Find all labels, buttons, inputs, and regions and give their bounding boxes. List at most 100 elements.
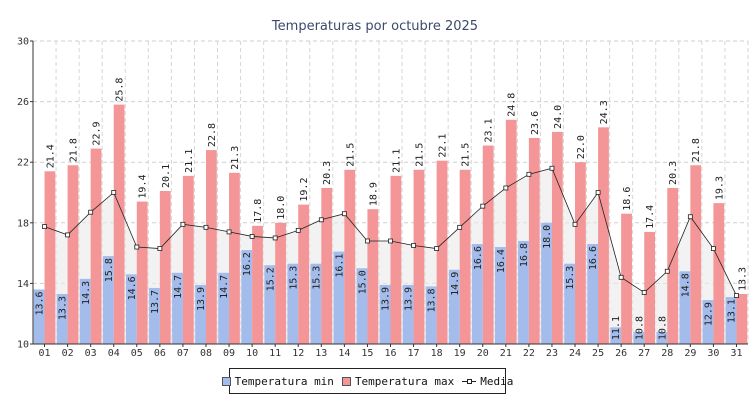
bar-max bbox=[275, 222, 286, 344]
x-tick-label: 03 bbox=[85, 348, 97, 359]
mean-marker bbox=[503, 185, 509, 191]
data-label-min: 11.1 bbox=[611, 316, 622, 340]
data-label-max: 22.1 bbox=[438, 134, 449, 158]
mean-marker bbox=[664, 268, 670, 274]
data-label-max: 21.5 bbox=[461, 143, 472, 167]
x-tick-label: 22 bbox=[523, 348, 535, 359]
x-tick-label: 01 bbox=[39, 348, 51, 359]
bar-min bbox=[541, 222, 552, 344]
legend-item-media: Media bbox=[462, 375, 513, 388]
legend-item-max: Temperatura max bbox=[341, 374, 455, 388]
data-label-max: 25.8 bbox=[115, 78, 126, 102]
data-labels: 13.6 21.4 13.3 21.8 14.3 22.9 15.8 25.8 14.6 19.4… bbox=[35, 78, 749, 341]
mean-marker bbox=[457, 224, 463, 230]
x-tick-label: 16 bbox=[384, 348, 396, 359]
mean-marker bbox=[734, 293, 739, 298]
mean-marker bbox=[595, 190, 601, 195]
bar-min bbox=[310, 263, 322, 344]
bar-min bbox=[679, 271, 691, 344]
data-label-min: 12.9 bbox=[704, 302, 715, 326]
data-label-max: 13.3 bbox=[737, 267, 748, 291]
data-label-max: 21.1 bbox=[184, 149, 195, 173]
data-label-min: 14.8 bbox=[680, 273, 691, 297]
x-tick-label: 08 bbox=[200, 348, 212, 359]
data-label-max: 21.5 bbox=[345, 143, 356, 167]
bar-max bbox=[505, 119, 517, 344]
bar-min bbox=[587, 244, 599, 344]
bar-max bbox=[436, 160, 448, 344]
data-label-min: 15.2 bbox=[265, 267, 276, 291]
data-label-min: 18.0 bbox=[542, 225, 553, 249]
x-tick-label: 10 bbox=[246, 348, 258, 359]
bar-max bbox=[44, 171, 56, 344]
bar-max bbox=[528, 137, 540, 344]
data-label-max: 18.6 bbox=[622, 187, 633, 211]
data-label-min: 16.1 bbox=[334, 254, 345, 278]
data-label-min: 15.3 bbox=[288, 266, 299, 290]
data-label-min: 15.8 bbox=[104, 258, 115, 282]
data-label-max: 21.5 bbox=[414, 143, 425, 167]
x-tick-label: 13 bbox=[315, 348, 327, 359]
data-label-min: 13.6 bbox=[35, 291, 46, 315]
legend-label-max: Temperatura max bbox=[354, 374, 455, 388]
y-tick-label: 18 bbox=[17, 218, 29, 229]
x-tick-label: 14 bbox=[338, 348, 350, 359]
bar-max bbox=[413, 169, 425, 344]
bar-max bbox=[344, 169, 356, 344]
data-label-max: 22.8 bbox=[207, 123, 218, 147]
mean-marker bbox=[618, 274, 624, 280]
data-label-max: 17.8 bbox=[253, 199, 264, 223]
y-tick-label: 10 bbox=[17, 340, 29, 351]
data-label-min: 13.9 bbox=[381, 287, 392, 311]
data-label-max: 23.6 bbox=[530, 111, 541, 135]
bar-max bbox=[90, 148, 102, 344]
bar-max bbox=[621, 213, 632, 344]
mean-marker bbox=[411, 243, 416, 248]
y-tick-label: 14 bbox=[17, 279, 29, 290]
mean-marker bbox=[295, 227, 301, 233]
x-tick-label: 19 bbox=[454, 348, 466, 359]
bar-max bbox=[67, 165, 79, 344]
legend-swatch-media bbox=[462, 377, 477, 386]
data-label-min: 16.6 bbox=[473, 246, 484, 270]
mean-marker bbox=[157, 246, 163, 251]
data-label-max: 18.0 bbox=[276, 196, 287, 220]
bar-max bbox=[298, 204, 310, 344]
data-label-max: 21.8 bbox=[68, 138, 79, 162]
bar-min bbox=[333, 251, 345, 344]
legend-swatch-min bbox=[221, 376, 231, 386]
bar-min bbox=[125, 274, 137, 344]
data-label-max: 21.3 bbox=[230, 146, 241, 170]
chart-legend: Temperatura min Temperatura max Media bbox=[221, 368, 513, 394]
bar-max bbox=[667, 187, 679, 344]
data-label-min: 16.8 bbox=[519, 243, 530, 267]
bar-min bbox=[725, 297, 737, 344]
x-tick-label: 11 bbox=[269, 348, 281, 359]
x-tick-label: 27 bbox=[638, 348, 650, 359]
data-label-min: 10.8 bbox=[634, 316, 645, 340]
bar-min bbox=[287, 263, 299, 344]
x-tick-label: 29 bbox=[684, 348, 696, 359]
bar-max bbox=[205, 150, 217, 344]
x-tick-label: 25 bbox=[592, 348, 604, 359]
mean-marker bbox=[526, 171, 532, 177]
data-label-min: 14.9 bbox=[450, 272, 461, 296]
x-tick-label: 21 bbox=[500, 348, 512, 359]
bar-min bbox=[610, 327, 622, 344]
x-tick-label: 04 bbox=[108, 348, 120, 359]
bar-max bbox=[113, 104, 125, 344]
data-label-min: 14.6 bbox=[127, 276, 138, 300]
data-label-max: 24.0 bbox=[553, 105, 564, 129]
x-tick-label: 24 bbox=[569, 348, 581, 359]
mean-marker bbox=[318, 217, 324, 223]
legend-swatch-max bbox=[341, 376, 351, 386]
x-tick-label: 02 bbox=[62, 348, 74, 359]
data-label-max: 20.3 bbox=[322, 161, 333, 185]
mean-marker bbox=[572, 221, 578, 227]
mean-line bbox=[42, 165, 739, 298]
x-tick-label: 17 bbox=[408, 348, 420, 359]
bar-max bbox=[321, 187, 333, 344]
bar-max bbox=[390, 175, 402, 344]
data-label-max: 21.8 bbox=[691, 138, 702, 162]
mean-marker bbox=[549, 165, 555, 171]
